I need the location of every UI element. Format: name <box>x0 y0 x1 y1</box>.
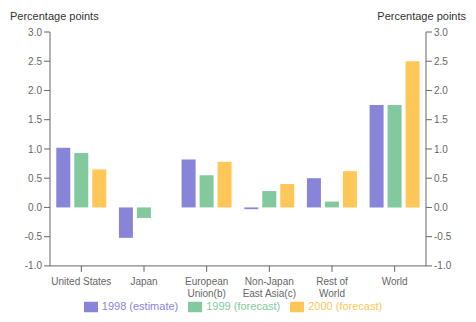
svg-text:-1.0: -1.0 <box>25 260 43 271</box>
svg-text:Rest ofWorld: Rest ofWorld <box>316 276 348 299</box>
svg-text:2.0: 2.0 <box>434 85 448 96</box>
svg-text:0.5: 0.5 <box>28 173 42 184</box>
svg-text:0.0: 0.0 <box>28 202 42 213</box>
svg-text:2.5: 2.5 <box>434 56 448 67</box>
svg-text:3.0: 3.0 <box>28 27 42 38</box>
svg-text:Non-JapanEast Asia(c): Non-JapanEast Asia(c) <box>243 276 296 299</box>
svg-text:-0.5: -0.5 <box>25 231 43 242</box>
svg-text:United States: United States <box>51 276 111 287</box>
html-text:Percentage points: Percentage points <box>377 10 466 22</box>
html-text:2000 (forecast): 2000 (forecast) <box>308 299 383 312</box>
svg-text:1.0: 1.0 <box>434 144 448 155</box>
svg-text:3.0: 3.0 <box>434 27 448 38</box>
svg-text:EuropeanUnion(b): EuropeanUnion(b) <box>185 276 228 299</box>
svg-text:2.0: 2.0 <box>28 85 42 96</box>
svg-text:-1.0: -1.0 <box>434 260 452 271</box>
svg-text:1.0: 1.0 <box>28 144 42 155</box>
svg-text:-0.5: -0.5 <box>434 231 452 242</box>
svg-text:World: World <box>382 276 408 287</box>
html-text:1999 (forecast): 1999 (forecast) <box>206 299 281 312</box>
html-text:1998 (estimate): 1998 (estimate) <box>101 299 179 312</box>
svg-text:1.5: 1.5 <box>28 114 42 125</box>
html-text:Percentage points: Percentage points <box>10 10 99 22</box>
svg-text:0.0: 0.0 <box>434 202 448 213</box>
svg-text:Japan: Japan <box>130 276 157 287</box>
svg-text:2.5: 2.5 <box>28 56 42 67</box>
svg-text:1.5: 1.5 <box>434 114 448 125</box>
svg-text:0.5: 0.5 <box>434 173 448 184</box>
